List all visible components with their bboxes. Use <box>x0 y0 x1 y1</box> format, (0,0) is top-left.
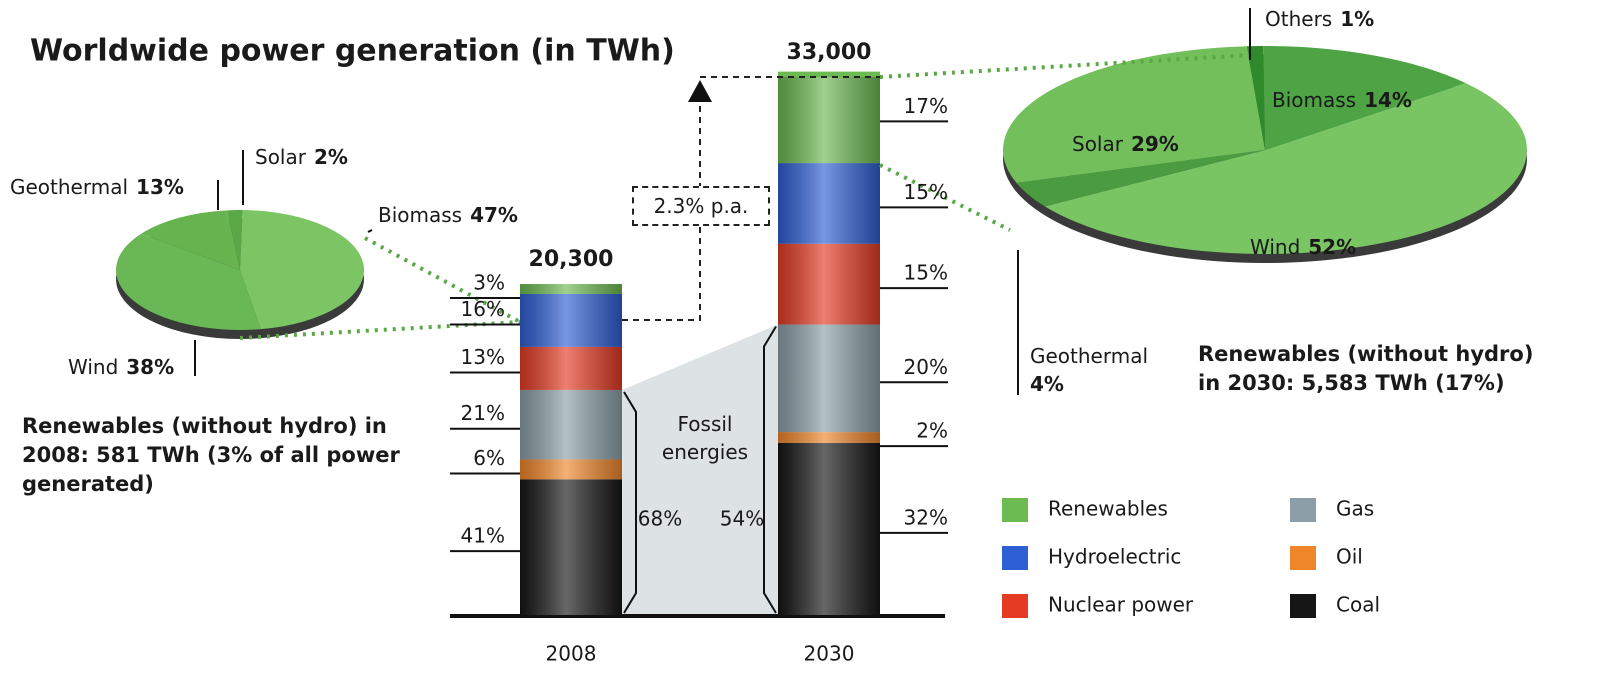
total-label: 20,300 <box>529 247 614 272</box>
legend-swatch <box>1290 594 1316 618</box>
arrow-head <box>688 80 712 102</box>
connector <box>239 320 521 340</box>
pie-label-value: 13% <box>136 175 184 199</box>
pie-slice <box>116 233 261 330</box>
pie-label-name: Wind <box>1250 235 1300 259</box>
pie-label-name: Geothermal <box>1030 344 1148 368</box>
pie-caption: Renewables (without hydro) in 2008: 581 … <box>22 414 400 496</box>
pie-label-name: Solar <box>1072 132 1124 156</box>
bar-shading <box>520 284 622 615</box>
segment-label: 3% <box>473 271 505 295</box>
fossil-bracket <box>763 325 777 614</box>
connector <box>879 163 1011 232</box>
legend-label: Gas <box>1336 497 1374 521</box>
segment-label: 20% <box>904 355 948 379</box>
pie-slice <box>1246 46 1265 150</box>
pie-slice <box>227 210 243 270</box>
pie-label: Geothermal 4% <box>1030 344 1148 396</box>
chart-title: Worldwide power generation (in TWh) <box>30 34 675 69</box>
legend-label: Renewables <box>1048 497 1168 521</box>
pie-label-value: 38% <box>126 355 174 379</box>
pie-label: Solar 29% <box>1072 132 1179 156</box>
pie-label-name: Biomass <box>1272 88 1356 112</box>
pie-label-value: 29% <box>1131 132 1179 156</box>
connector <box>364 236 521 324</box>
total-label: 33,000 <box>787 40 872 65</box>
x-tick-label: 2030 <box>804 642 855 666</box>
pie-slice <box>1016 150 1265 207</box>
pie-slice <box>1003 46 1265 183</box>
pie-label: Solar 2% <box>255 145 348 169</box>
fossil-value: 68% <box>638 507 682 531</box>
pie-label-name: Biomass <box>378 203 462 227</box>
fossil-label: Fossil energies <box>661 412 749 464</box>
pie-label-name: Geothermal <box>10 175 128 199</box>
connector <box>879 53 1251 79</box>
growth-label: 2.3% p.a. <box>632 186 770 226</box>
segment-label: 6% <box>473 446 505 470</box>
pie-label: Geothermal 13% <box>10 175 184 199</box>
pie-label: Wind 38% <box>68 355 174 379</box>
legend-label: Nuclear power <box>1048 593 1194 617</box>
segment-label: 41% <box>461 524 505 548</box>
pie-label-value: 52% <box>1308 235 1356 259</box>
pie-label: Biomass 14% <box>1272 88 1412 112</box>
segment-label: 13% <box>461 345 505 369</box>
bar-shading <box>778 77 880 615</box>
legend-swatch <box>1290 498 1316 522</box>
pie-label: Biomass 47% <box>378 203 518 227</box>
fossil-value: 54% <box>720 507 764 531</box>
pie-label-name: Wind <box>68 355 118 379</box>
segment-label: 15% <box>904 180 948 204</box>
segment-label: 2% <box>916 419 948 443</box>
pie-label-name: Solar <box>255 145 307 169</box>
connector-lines <box>239 53 1251 340</box>
pie-label-value: 14% <box>1364 88 1412 112</box>
pie-slice <box>141 210 240 270</box>
pie-slice <box>1263 45 1466 150</box>
legend-label: Oil <box>1336 545 1363 569</box>
arrow-line <box>622 100 701 321</box>
segment-label: 32% <box>904 505 948 529</box>
segment-label: 21% <box>461 401 505 425</box>
fossil-area <box>622 324 778 615</box>
pie-slice <box>1044 83 1527 254</box>
legend-label: Coal <box>1336 593 1380 617</box>
legend-swatch <box>1002 498 1028 522</box>
pie-caption: Renewables (without hydro) in 2030: 5,58… <box>1198 342 1534 395</box>
growth-arrow <box>622 76 880 321</box>
segment-label: 15% <box>904 261 948 285</box>
legend-swatch <box>1002 546 1028 570</box>
pie-label-value: 2% <box>314 145 348 169</box>
pie-label: Wind 52% <box>1250 235 1356 259</box>
leader-line <box>367 229 373 233</box>
pie-label: Others 1% <box>1265 7 1374 31</box>
pie-label-value: 1% <box>1340 7 1374 31</box>
legend-swatch <box>1002 594 1028 618</box>
pie-slice <box>240 210 365 330</box>
pie-label-value: 47% <box>470 203 518 227</box>
fossil-bracket <box>623 391 637 614</box>
legend-swatch <box>1290 546 1316 570</box>
pie-label-value: 4% <box>1030 372 1064 396</box>
segment-label: 17% <box>904 94 948 118</box>
x-tick-label: 2008 <box>546 642 597 666</box>
pie-label-name: Others <box>1265 7 1332 31</box>
legend-label: Hydroelectric <box>1048 545 1181 569</box>
segment-label: 16% <box>461 297 505 321</box>
